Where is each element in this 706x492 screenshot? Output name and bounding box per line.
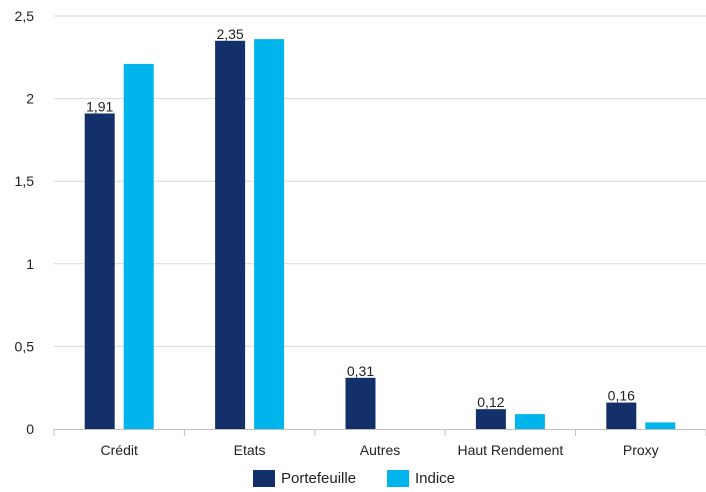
y-tick-label: 0 <box>26 421 34 437</box>
legend: Portefeuille Indice <box>253 470 455 487</box>
y-axis-ticks: 0 0,5 1 1,5 2 2,5 <box>15 8 35 437</box>
bar-portefeuille-3 <box>475 409 506 429</box>
x-tick-label: Haut Rendement <box>457 442 563 458</box>
bar-indice-4 <box>645 422 676 429</box>
bar-indice-3 <box>514 414 545 429</box>
bar-portefeuille-1 <box>215 40 246 429</box>
bar-portefeuille-0 <box>84 113 115 429</box>
data-label: 2,35 <box>216 26 243 42</box>
bar-indice-1 <box>254 39 285 430</box>
data-labels: 1,91 2,35 0,31 0,12 0,16 <box>86 26 635 410</box>
legend-label-indice: Indice <box>415 470 455 487</box>
x-tick-label: Etats <box>234 442 266 458</box>
x-tick-label: Autres <box>360 442 400 458</box>
y-tick-label: 2 <box>26 91 34 107</box>
data-label: 0,12 <box>477 394 504 410</box>
y-tick-label: 0,5 <box>15 338 35 354</box>
x-tick-label: Proxy <box>623 442 659 458</box>
y-tick-label: 1,5 <box>15 173 35 189</box>
bars <box>84 39 676 430</box>
gridlines <box>54 15 706 347</box>
data-label: 1,91 <box>86 98 113 114</box>
bar-portefeuille-4 <box>606 402 637 429</box>
data-label: 0,16 <box>608 388 635 404</box>
bar-portefeuille-2 <box>345 377 376 429</box>
legend-swatch-indice <box>387 470 409 487</box>
legend-label-portefeuille: Portefeuille <box>281 470 356 487</box>
legend-swatch-portefeuille <box>253 470 275 487</box>
x-axis: Crédit Etats Autres Haut Rendement Proxy <box>53 429 706 458</box>
y-tick-label: 1 <box>26 256 34 272</box>
bar-indice-0 <box>123 63 154 430</box>
y-tick-label: 2,5 <box>15 8 35 24</box>
data-label: 0,31 <box>347 363 374 379</box>
x-tick-label: Crédit <box>101 442 138 458</box>
